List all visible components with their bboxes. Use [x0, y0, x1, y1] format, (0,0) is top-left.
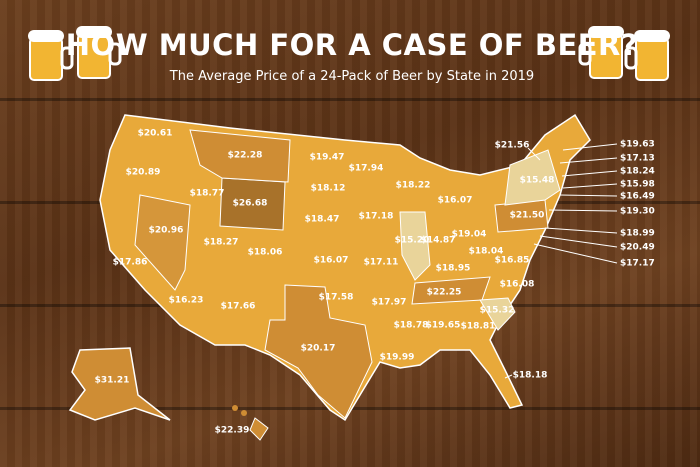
- state-price-label: $18.99: [620, 229, 655, 239]
- state-price-label: $15.48: [520, 176, 555, 186]
- state-price-label: $16.07: [438, 196, 473, 206]
- state-price-label: $26.68: [233, 199, 268, 209]
- hawaii: [249, 417, 269, 441]
- state-price-label: $20.49: [620, 243, 655, 253]
- state-price-label: $16.49: [620, 192, 655, 202]
- state-price-label: $22.28: [228, 151, 263, 161]
- state-price-label: $19.63: [620, 140, 655, 150]
- state-price-label: $17.97: [372, 298, 407, 308]
- state-price-label: $18.95: [436, 264, 471, 274]
- callout-line: [527, 147, 541, 161]
- state-price-label: $16.07: [314, 256, 349, 266]
- state-price-label: $18.27: [204, 238, 239, 248]
- callout-line: [561, 170, 618, 177]
- new-york: [504, 149, 561, 206]
- subtitle: The Average Price of a 24-Pack of Beer b…: [169, 69, 534, 84]
- callout-line: [504, 374, 513, 379]
- state-price-label: $21.50: [510, 211, 545, 221]
- state-price-label: $17.86: [113, 258, 148, 268]
- callout-line: [533, 243, 618, 264]
- state-price-label: $18.18: [513, 371, 548, 381]
- state-price-label: $19.65: [426, 321, 461, 331]
- texas: [264, 284, 373, 419]
- state-price-label: $17.13: [620, 154, 655, 164]
- state-price-label: $14.87: [421, 236, 456, 246]
- state-price-label: $15.32: [480, 306, 515, 316]
- state-price-label: $18.12: [311, 184, 346, 194]
- state-price-label: $17.58: [319, 293, 354, 303]
- callout-line: [562, 143, 618, 151]
- state-price-label: $16.08: [500, 280, 535, 290]
- state-price-label: $18.04: [469, 247, 504, 257]
- south-carolina: [479, 297, 516, 331]
- state-price-label: $22.25: [427, 288, 462, 298]
- beer-mug-right: [578, 26, 670, 81]
- state-price-label: $19.47: [310, 153, 345, 163]
- state-price-label: $17.66: [221, 302, 256, 312]
- state-price-label: $19.99: [380, 353, 415, 363]
- state-price-label: $18.81: [461, 322, 496, 332]
- callout-line: [559, 194, 618, 197]
- state-price-label: $31.21: [95, 376, 130, 386]
- state-price-label: $18.77: [190, 189, 225, 199]
- state-price-label: $22.39: [215, 426, 250, 436]
- state-price-label: $21.56: [495, 141, 530, 151]
- montana: [189, 129, 291, 183]
- state-price-label: $19.30: [620, 207, 655, 217]
- state-price-label: $20.96: [149, 226, 184, 236]
- hawaii-island: [232, 405, 238, 411]
- beer-mug-left: [28, 26, 122, 81]
- illinois: [399, 211, 431, 281]
- state-price-label: $18.47: [305, 215, 340, 225]
- state-price-label: $16.85: [495, 256, 530, 266]
- nevada: [134, 194, 191, 291]
- state-price-label: $18.22: [396, 181, 431, 191]
- state-price-label: $17.17: [620, 259, 655, 269]
- state-price-label: $20.17: [301, 344, 336, 354]
- callout-line: [539, 235, 618, 248]
- state-price-label: $20.89: [126, 168, 161, 178]
- state-price-label: $18.06: [248, 248, 283, 258]
- state-price-label: $17.11: [364, 258, 399, 268]
- state-price-label: $18.24: [620, 167, 655, 177]
- state-price-label: $15.98: [620, 180, 655, 190]
- callout-line: [562, 183, 618, 189]
- state-price-label: $16.23: [169, 296, 204, 306]
- callout-line: [548, 209, 618, 212]
- state-price-label: $20.61: [138, 129, 173, 139]
- callout-line: [544, 227, 618, 234]
- state-price-label: $17.94: [349, 164, 384, 174]
- alaska: [68, 347, 171, 421]
- state-price-label: $17.18: [359, 212, 394, 222]
- callout-line: [559, 157, 618, 164]
- state-price-label: $15.20: [395, 236, 430, 246]
- hawaii-island: [241, 410, 247, 416]
- state-price-label: $18.78: [394, 321, 429, 331]
- title: HOW MUCH FOR A CASE OF BEER?: [66, 28, 638, 62]
- state-price-label: $19.04: [452, 230, 487, 240]
